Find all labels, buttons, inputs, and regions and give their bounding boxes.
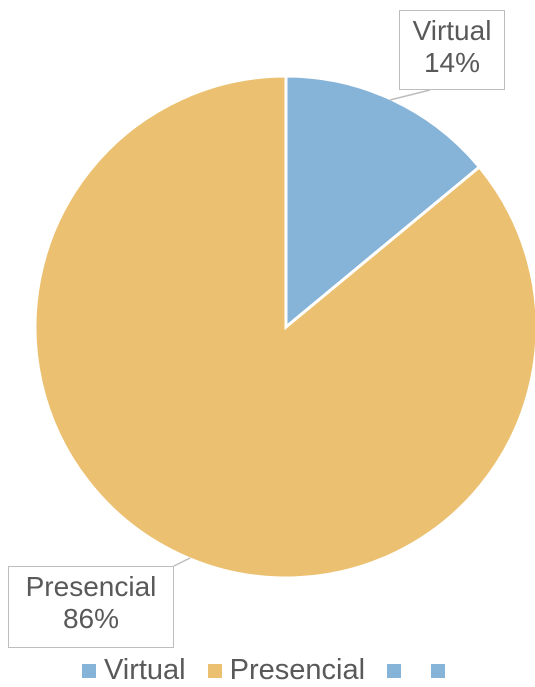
leader-line-virtual <box>389 89 431 101</box>
legend-entry-unlabeled-2 <box>431 663 453 678</box>
legend-entry-presencial: Presencial <box>207 654 366 687</box>
pie-slices <box>33 74 535 580</box>
data-label-virtual: Virtual 14% <box>399 10 505 90</box>
legend: Virtual Presencial <box>0 654 535 687</box>
legend-entry-unlabeled-1 <box>387 663 409 678</box>
data-label-presencial-value: 86% <box>62 603 120 634</box>
legend-swatch-presencial <box>207 663 222 678</box>
legend-swatch-unlabeled-2 <box>431 663 446 678</box>
data-label-virtual-category: Virtual <box>412 15 492 46</box>
leader-lines <box>173 89 431 567</box>
leader-line-presencial <box>173 557 191 567</box>
data-label-presencial-category: Presencial <box>25 571 157 602</box>
legend-entry-virtual: Virtual <box>81 654 186 687</box>
legend-swatch-virtual <box>81 663 96 678</box>
data-label-presencial: Presencial 86% <box>8 566 174 648</box>
data-label-virtual-value: 14% <box>423 47 481 78</box>
legend-label-virtual: Virtual <box>103 654 186 686</box>
legend-swatch-unlabeled-1 <box>387 663 402 678</box>
legend-label-presencial: Presencial <box>229 654 366 686</box>
